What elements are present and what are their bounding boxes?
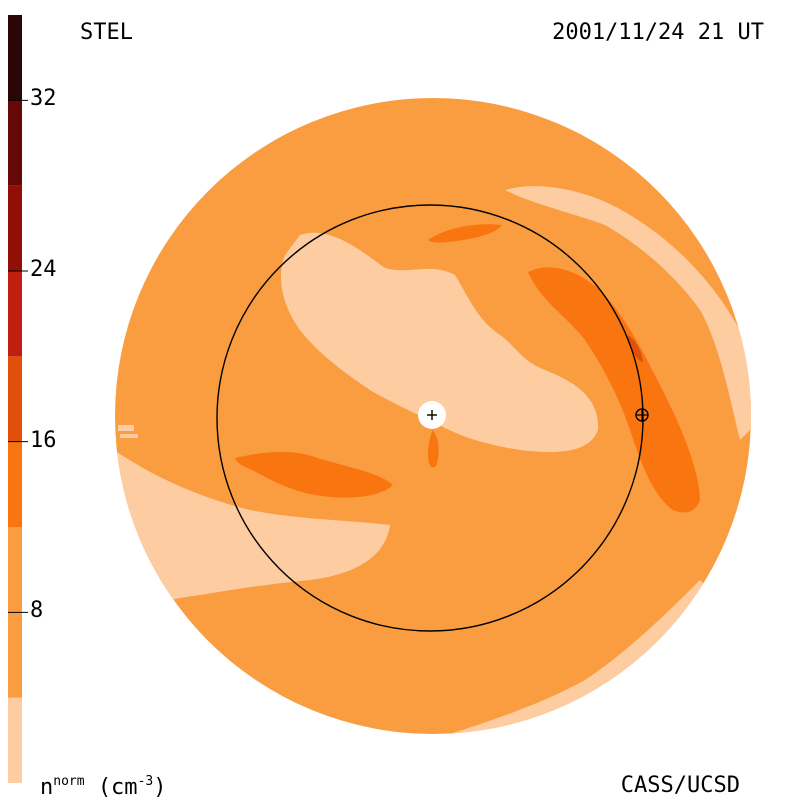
colorbar-segment — [8, 697, 22, 783]
low-density-band-ne — [505, 186, 751, 440]
earth-orbit-circle — [216, 204, 644, 632]
colorbar-segment — [8, 441, 22, 527]
enhanced-density-streak-n — [428, 224, 502, 243]
earth-marker — [635, 408, 649, 422]
enhanced-density-tail — [428, 430, 439, 468]
colorbar-segment — [8, 271, 22, 357]
colorbar-segment — [8, 15, 22, 101]
enhanced-density-cloud-w — [235, 451, 393, 498]
sun-marker — [418, 401, 446, 429]
colorbar-segment — [8, 356, 22, 442]
low-density-sliver-w — [118, 425, 138, 438]
colorbar-tick-label: 32 — [30, 86, 57, 112]
high-density-spot — [628, 335, 643, 362]
colorbar — [8, 15, 28, 783]
colorbar-segment — [8, 185, 22, 271]
colorbar-tick-label: 16 — [30, 427, 57, 453]
datetime-label: 2001/11/24 21 UT — [552, 20, 764, 45]
credit-label: CASS/UCSD — [620, 773, 740, 798]
low-density-region — [280, 232, 599, 453]
colorbar-segment — [8, 100, 22, 186]
colorbar-tick-label: 8 — [30, 598, 44, 624]
colorbar-tick-label: 24 — [30, 257, 57, 282]
enhanced-density-arc — [528, 267, 700, 513]
instrument-label: STEL — [80, 20, 133, 45]
low-density-band-sw — [115, 440, 390, 620]
colorbar-unit-label: nnorm (cm-3) — [40, 774, 167, 800]
